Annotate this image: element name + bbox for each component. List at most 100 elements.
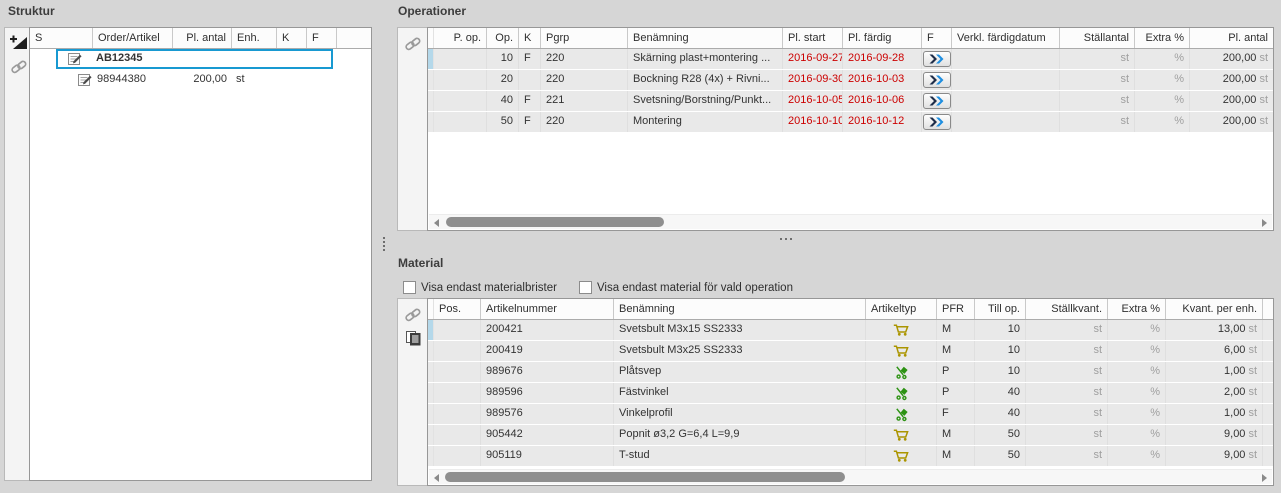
col-header-stallantal[interactable]: Ställantal [1060,28,1135,48]
link-button[interactable] [403,34,423,54]
cell-kvant-per-enh: 6,00 st [1166,341,1263,361]
material-row[interactable]: 989596 Fästvinkel P 40 st % 2,00 st [428,383,1273,404]
scroll-right-arrow[interactable] [1262,219,1267,227]
material-row[interactable]: 989576 Vinkelprofil F 40 st % 1,00 st [428,404,1273,425]
tree-row-article[interactable]: 98944380 200,00 st [30,70,371,91]
row-indicator [428,91,434,111]
col-header-pl-antal[interactable]: Pl. antal [173,28,232,48]
scrollbar-thumb[interactable] [445,472,845,482]
col-header-pl-fardig[interactable]: Pl. färdig [843,28,922,48]
material-h-scrollbar[interactable] [429,469,1272,484]
operationer-panel-title: Operationer [398,4,467,18]
cell-till-op: 10 [975,320,1026,340]
add-structure-button[interactable] [9,32,29,52]
material-row[interactable]: 905119 T-stud M 50 st % 9,00 st [428,446,1273,467]
cell-pl-antal: 200,00 st [1222,73,1268,85]
col-header-verkl-fardigdatum[interactable]: Verkl. färdigdatum [952,28,1060,48]
cell-till-op: 50 [975,425,1026,445]
col-header-k[interactable]: K [277,28,307,48]
col-header-pl-antal[interactable]: Pl. antal [1228,32,1268,44]
checkbox-visa-endast-materialbrister[interactable] [403,281,416,294]
hand-truck-icon [895,386,908,401]
row-indicator [428,49,434,69]
col-header-extra-pct[interactable]: Extra % [1135,28,1190,48]
col-header-artikeltyp[interactable]: Artikeltyp [866,299,937,319]
cell-pl-antal: 200,00 st [1222,94,1268,106]
cell-pl-fardig: 2016-10-06 [843,91,922,111]
copy-button[interactable] [403,328,423,348]
material-row[interactable]: 989676 Plåtsvep P 10 st % 1,00 st [428,362,1273,383]
operationer-h-scrollbar[interactable] [429,214,1272,229]
operation-row[interactable]: 20 220 Bockning R28 (4x) + Rivni... 2016… [428,70,1273,91]
cell-pfr: P [937,383,975,403]
report-forward-button[interactable] [922,51,951,67]
col-header-p-op[interactable]: P. op. [434,28,487,48]
col-header-extra-pct[interactable]: Extra % [1108,299,1166,319]
cell-pl-antal: 200,00 st [1222,52,1268,64]
col-header-s[interactable]: S [30,28,93,48]
col-header-f[interactable]: F [307,28,337,48]
cell-extra-pct: % [1108,362,1166,382]
double-chevron-icon [929,54,944,64]
col-header-benamning[interactable]: Benämning [628,28,783,48]
scroll-left-arrow[interactable] [434,219,439,227]
checkbox-visa-endast-material-for-vald-operation[interactable] [578,281,592,294]
cell-k: F [519,112,541,132]
cell-artikelnummer: 989576 [481,404,614,424]
col-header-pos[interactable]: Pos. [434,299,481,319]
col-header-order-artikel[interactable]: Order/Artikel [93,28,173,48]
cell-benamning: Fästvinkel [614,383,866,403]
col-header-pgrp[interactable]: Pgrp [541,28,628,48]
col-header-artikelnummer[interactable]: Artikelnummer [481,299,614,319]
cell-stallkvant: st [1026,446,1108,466]
operationer-table-header: P. op. Op. K Pgrp Benämning Pl. start Pl… [428,28,1273,49]
operation-row[interactable]: 10 F 220 Skärning plast+montering ... 20… [428,49,1273,70]
tree-row-order[interactable]: AB12345 [30,49,371,70]
cell-pfr: P [937,362,975,382]
cell-extra-pct: % [1135,70,1190,90]
col-header-pfr[interactable]: PFR [937,299,975,319]
cell-artikelnummer: 200419 [481,341,614,361]
cell-pos [434,362,481,382]
vertical-splitter[interactable] [383,237,385,251]
operation-row[interactable]: 40 F 221 Svetsning/Borstning/Punkt... 20… [428,91,1273,112]
report-forward-button[interactable] [922,114,951,130]
cell-artikeltyp [866,383,937,403]
cell-pl-antal: 200,00 st [1222,115,1268,127]
cell-verkl-fardigdatum [952,49,1060,69]
shopping-cart-icon [893,449,909,463]
col-header-f[interactable]: F [922,28,952,48]
scrollbar-thumb[interactable] [446,217,664,227]
material-row[interactable]: 200421 Svetsbult M3x15 SS2333 M 10 st % … [428,320,1273,341]
col-header-op[interactable]: Op. [487,28,519,48]
col-header-enh[interactable]: Enh. [232,28,277,48]
col-header-pl-start[interactable]: Pl. start [783,28,843,48]
scroll-left-arrow[interactable] [434,474,439,482]
operation-row[interactable]: 50 F 220 Montering 2016-10-10 2016-10-12… [428,112,1273,133]
cell-f [922,49,952,69]
cell-pfr: M [937,320,975,340]
link-icon [404,36,422,52]
material-row[interactable]: 200419 Svetsbult M3x25 SS2333 M 10 st % … [428,341,1273,362]
col-header-benamning[interactable]: Benämning [614,299,866,319]
col-header-till-op[interactable]: Till op. [975,299,1026,319]
cell-pos [434,425,481,445]
col-header-kvant-per-enh[interactable]: Kvant. per enh. [1166,299,1263,319]
row-indicator [428,383,434,403]
add-structure-icon [9,34,28,50]
col-header-stallkvant[interactable]: Ställkvant. [1026,299,1108,319]
col-header-k[interactable]: K [519,28,541,48]
link-button[interactable] [9,57,29,77]
cell-till-op: 40 [975,404,1026,424]
report-forward-button[interactable] [922,72,951,88]
cell-extra-pct: % [1108,404,1166,424]
cell-empty [1263,362,1273,382]
scroll-right-arrow[interactable] [1262,474,1267,482]
report-forward-button[interactable] [922,93,951,109]
cell-pos [434,446,481,466]
horizontal-splitter[interactable] [780,238,792,240]
link-button[interactable] [403,305,423,325]
material-row[interactable]: 905442 Popnit ø3,2 G=6,4 L=9,9 M 50 st %… [428,425,1273,446]
selection-border [56,49,333,69]
cell-artikeltyp [866,446,937,466]
